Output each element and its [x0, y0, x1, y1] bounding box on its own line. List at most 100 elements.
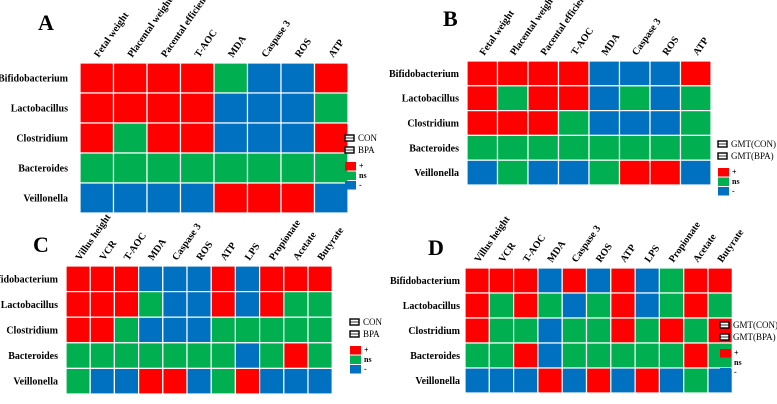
heatmap-cell — [181, 123, 215, 153]
row-label: Bifidobacterium — [0, 74, 69, 85]
row-label: Clostridium — [6, 326, 58, 337]
heatmap-cell — [611, 368, 635, 393]
heatmap-cell — [467, 86, 498, 111]
row-label: Veillonella — [23, 194, 68, 205]
row-label: Clostridium — [407, 119, 459, 130]
legend-color-swatch — [718, 178, 729, 187]
heatmap-cell — [211, 317, 235, 343]
legend-color-swatch — [350, 365, 361, 374]
heatmap-cell — [211, 343, 235, 369]
heatmap-cell — [514, 368, 538, 393]
legend-color-swatch — [345, 181, 356, 190]
heatmap-cell — [187, 266, 211, 292]
heatmap-cell — [235, 266, 259, 292]
heatmap-cell — [248, 63, 282, 93]
heatmap-cell — [589, 160, 620, 185]
heatmap-cell — [659, 268, 683, 293]
heatmap-cell — [214, 93, 248, 123]
heatmap-cell — [281, 63, 315, 93]
heatmap-cell — [611, 343, 635, 368]
legend-color-label: - — [734, 368, 737, 377]
legend-color-label: ns — [359, 171, 367, 180]
heatmap-cell — [114, 153, 148, 183]
legend-color-label: ns — [734, 358, 742, 367]
heatmap-cell — [163, 368, 187, 394]
heatmap-cell — [465, 368, 489, 393]
heatmap-cell — [308, 317, 332, 343]
column-label: ROS — [661, 34, 682, 58]
heatmap-cell — [80, 63, 114, 93]
heatmap-cell — [635, 293, 659, 318]
column-label: Caspase 3 — [260, 19, 293, 60]
panel-letter: A — [38, 10, 54, 35]
heatmap-cell — [187, 292, 211, 318]
heatmap-cell — [114, 317, 138, 343]
heatmap-cell — [211, 292, 235, 318]
heatmap-cell — [467, 61, 498, 86]
legend-group-label: BPA — [358, 145, 375, 155]
heatmap-cell — [90, 317, 114, 343]
heatmap-cell — [284, 343, 308, 369]
legend-color-swatch — [350, 346, 361, 355]
heatmap-cell — [587, 318, 611, 343]
column-label: T-AOC — [193, 28, 220, 60]
column-label: Caspase 3 — [630, 17, 663, 58]
legend-group-label: GMT(BPA) — [731, 151, 774, 161]
heatmap-cell — [559, 160, 590, 185]
legend-color-label: - — [364, 365, 367, 374]
heatmap-cell — [187, 317, 211, 343]
legend-group-label: GMT(CON) — [733, 320, 777, 330]
legend-color-swatch — [718, 168, 729, 177]
heatmap-cell — [465, 343, 489, 368]
heatmap-cell — [163, 292, 187, 318]
heatmap-cell — [147, 183, 181, 213]
heatmap-cell — [80, 93, 114, 123]
column-label: MDA — [600, 31, 623, 58]
row-label: Bifidobacterium — [390, 276, 461, 287]
heatmap-cell — [681, 160, 712, 185]
heatmap-cell — [684, 368, 708, 393]
heatmap-cell — [528, 111, 559, 136]
heatmap-cell — [587, 268, 611, 293]
heatmap-cell — [538, 268, 562, 293]
heatmap-cell — [163, 343, 187, 369]
heatmap-cell — [315, 183, 349, 213]
heatmap-cell — [559, 135, 590, 160]
heatmap-cell — [139, 317, 163, 343]
heatmap-cell — [214, 153, 248, 183]
legend-group-label: GMT(BPA) — [733, 332, 776, 342]
row-label: Bacteroides — [409, 143, 459, 154]
heatmap-cell — [659, 343, 683, 368]
heatmap-cell — [114, 63, 148, 93]
heatmap-cell — [620, 160, 651, 185]
heatmap-cell — [308, 343, 332, 369]
heatmap-cell — [114, 343, 138, 369]
heatmap-cell — [114, 183, 148, 213]
column-label: LPS — [643, 243, 663, 265]
heatmap-cell — [315, 153, 349, 183]
heatmap-cell — [562, 368, 586, 393]
row-label: Veillonella — [415, 376, 460, 387]
heatmap-cell — [498, 135, 529, 160]
heatmap-cell — [66, 368, 90, 394]
heatmap-cell — [620, 111, 651, 136]
legend-color-swatch — [345, 172, 356, 181]
heatmap-cell — [514, 318, 538, 343]
heatmap-cell — [514, 343, 538, 368]
row-label: Clostridium — [408, 326, 460, 337]
heatmap-cell — [559, 61, 590, 86]
heatmap-cell — [528, 160, 559, 185]
heatmap-cell — [587, 343, 611, 368]
panel-letter: C — [33, 232, 49, 257]
heatmap-cell — [139, 266, 163, 292]
heatmap-cell — [80, 123, 114, 153]
heatmap-cell — [562, 268, 586, 293]
heatmap-cell — [528, 135, 559, 160]
heatmap-cell — [611, 318, 635, 343]
heatmap-cell — [114, 266, 138, 292]
heatmap-cell — [308, 368, 332, 394]
heatmap-cell — [498, 160, 529, 185]
heatmap-cell — [467, 160, 498, 185]
legend-color-label: ns — [364, 355, 372, 364]
column-label: MDA — [226, 33, 249, 60]
